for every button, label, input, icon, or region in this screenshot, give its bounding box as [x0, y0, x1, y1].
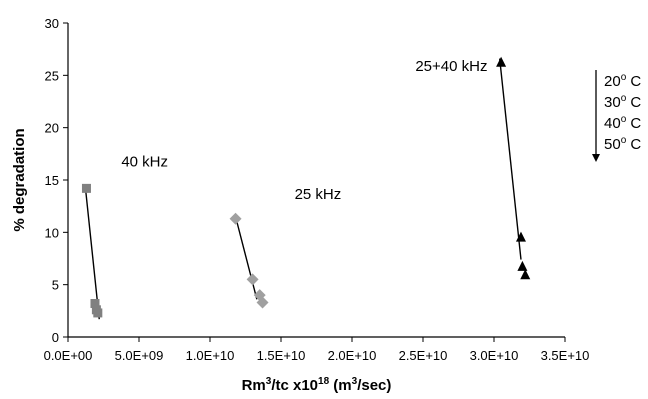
fit-lines	[84, 58, 522, 320]
x-tick-label: 1.0E+10	[186, 348, 235, 363]
chart-axes	[67, 23, 565, 338]
y-tick-label: 0	[52, 330, 59, 345]
arrow-head-icon	[592, 154, 600, 162]
x-axis-title: Rm3/tc x1018 (m3/sec)	[242, 376, 392, 394]
temperature-label: 50o C	[604, 135, 641, 153]
x-tick-label: 3.5E+10	[541, 348, 590, 363]
data-point	[256, 296, 269, 309]
series-label: 25+40 kHz	[415, 58, 487, 75]
temperature-label: 20o C	[604, 72, 641, 90]
axis-titles: % degradation Rm3/tc x1018 (m3/sec)	[11, 128, 391, 394]
series-label: 40 kHz	[121, 153, 168, 170]
y-tick-label: 20	[45, 121, 59, 136]
data-point	[520, 269, 531, 280]
chart-marks	[81, 56, 531, 318]
data-point	[90, 299, 100, 309]
y-axis-title: % degradation	[11, 128, 28, 231]
y-tick-label: 5	[52, 278, 59, 293]
x-tick-label: 3.0E+10	[470, 348, 519, 363]
fit-line	[234, 216, 258, 300]
chart-ticks: 0 5 10 15 20 25 30 0.0E+00 5.0E+09 1.0E+10 1.5E+10…	[44, 16, 590, 363]
temperature-label: 40o C	[604, 114, 641, 132]
fit-line	[498, 58, 522, 260]
fit-line	[84, 184, 100, 320]
data-point	[229, 212, 242, 225]
temperature-legend: 20o C 30o C 40o C 50o C	[592, 70, 641, 162]
data-point	[93, 308, 103, 318]
x-tick-label: 0.0E+00	[44, 348, 93, 363]
y-tick-label: 10	[45, 225, 59, 240]
x-tick-label: 2.0E+10	[328, 348, 377, 363]
y-tick-label: 15	[45, 173, 59, 188]
data-point	[496, 56, 507, 67]
x-tick-label: 1.5E+10	[257, 348, 306, 363]
data-point	[246, 273, 259, 286]
data-point	[515, 231, 526, 242]
data-point	[517, 260, 528, 271]
x-tick-label: 5.0E+09	[115, 348, 164, 363]
series-label: 25 kHz	[295, 186, 342, 203]
temperature-label: 30o C	[604, 93, 641, 111]
data-point	[81, 183, 91, 193]
series-labels: 40 kHz 25 kHz 25+40 kHz	[121, 58, 487, 203]
x-tick-label: 2.5E+10	[399, 348, 448, 363]
y-tick-label: 30	[45, 16, 59, 31]
y-tick-label: 25	[45, 68, 59, 83]
